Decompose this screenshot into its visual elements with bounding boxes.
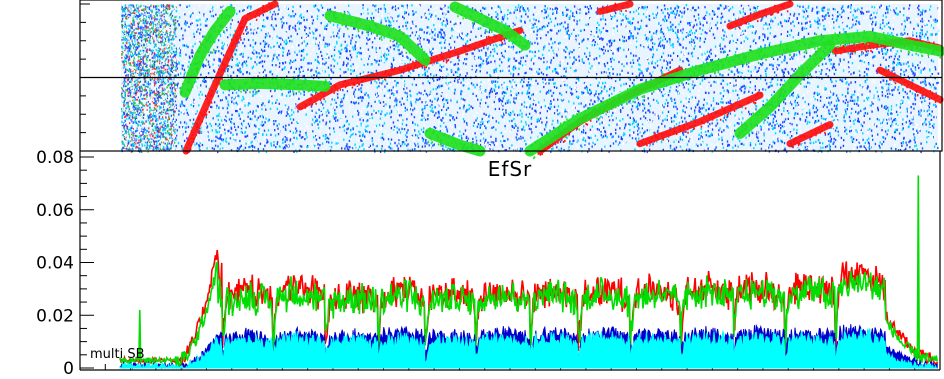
- bottom-line-panel: 0 0.02 0.04 0.06 0.08: [36, 148, 941, 379]
- red-trace-3-jitter: [636, 91, 760, 147]
- red-trace-8: [596, 0, 634, 15]
- red-trace-0-jitter: [185, 2, 273, 154]
- red-trace-7: [876, 66, 944, 104]
- annotation-label: multi SB: [90, 347, 145, 362]
- heatmap-speckle-3: [121, 4, 940, 154]
- red-trace-5-jitter: [791, 123, 832, 148]
- green-trace-4-jitter: [427, 133, 481, 155]
- y-tick-label-0: 0: [63, 359, 74, 379]
- noisy-dots-3: [121, 4, 178, 152]
- y-tick-label-2: 0.04: [36, 254, 74, 274]
- green-trace-1-jitter: [224, 76, 327, 94]
- red-trace-4: [726, 0, 794, 30]
- red-trace-0: [182, 0, 279, 155]
- green-trace-2: [324, 10, 431, 66]
- heatmap-speckle: [121, 4, 940, 154]
- red-trace-8-jitter: [600, 2, 629, 15]
- y-tick-label-4: 0.08: [36, 148, 74, 168]
- series-line-0: [119, 249, 938, 370]
- green-trace-5: [524, 30, 944, 157]
- green-trace-1: [219, 77, 331, 92]
- red-trace-3: [636, 91, 764, 148]
- heatmap-speckle-2: [121, 4, 940, 154]
- red-trace-4-jitter: [728, 0, 791, 30]
- green-trace-0: [179, 5, 236, 98]
- green-trace-6-jitter: [737, 42, 834, 136]
- red-trace-7-jitter: [880, 68, 941, 104]
- top-heatmap-panel: [79, 0, 944, 160]
- noisy-dots-4: [121, 4, 178, 153]
- series-area-3: [119, 328, 938, 370]
- heatmap-frame: [79, 0, 943, 152]
- green-trace-4: [424, 127, 486, 157]
- y-tick-label-1: 0.02: [36, 306, 74, 326]
- chart-title: EfSr: [488, 157, 533, 181]
- red-trace-5: [786, 121, 834, 148]
- y-tick-label-3: 0.06: [36, 201, 74, 221]
- heatmap-noisy-region: [121, 4, 178, 153]
- series-line-1: [119, 175, 938, 369]
